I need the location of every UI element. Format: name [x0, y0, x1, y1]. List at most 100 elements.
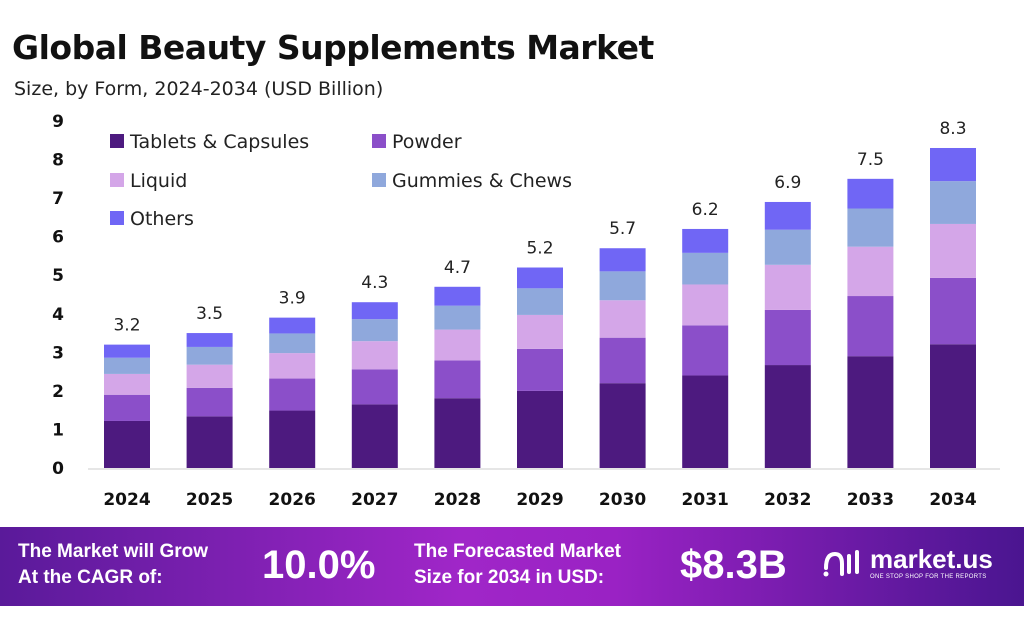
market-us-logo: market.us ONE STOP SHOP FOR THE REPORTS — [822, 545, 993, 581]
total-data-label: 6.9 — [774, 173, 801, 193]
summary-banner: The Market will Grow At the CAGR of: 10.… — [0, 527, 1024, 606]
bar-segment-tablets-capsules — [682, 375, 729, 468]
bar-segment-powder — [764, 309, 811, 366]
bar-segment-tablets-capsules — [847, 356, 894, 468]
cagr-label-line1: The Market will Grow — [18, 541, 209, 562]
x-tick-label: 2029 — [516, 490, 563, 510]
legend-label: Tablets & Capsules — [129, 131, 309, 153]
cagr-label: The Market will Grow At the CAGR of: — [18, 539, 208, 591]
y-tick-label: 3 — [52, 343, 64, 363]
bar-segment-others — [599, 248, 646, 272]
total-data-label: 4.7 — [444, 258, 471, 278]
bar-segment-gummies-chews — [269, 333, 316, 354]
y-tick-label: 2 — [52, 382, 64, 402]
logo-name: market.us — [870, 544, 993, 574]
bar-segment-gummies-chews — [599, 271, 646, 301]
legend-swatch — [372, 173, 386, 187]
logo-text: market.us ONE STOP SHOP FOR THE REPORTS — [870, 545, 993, 581]
legend-swatch — [372, 134, 386, 148]
x-tick-label: 2027 — [351, 490, 398, 510]
total-data-label: 4.3 — [361, 273, 388, 293]
total-data-label: 3.5 — [196, 304, 223, 324]
bar-segment-tablets-capsules — [930, 344, 976, 468]
y-tick-label: 0 — [52, 459, 64, 479]
bar-segment-powder — [517, 348, 563, 391]
chart-subtitle: Size, by Form, 2024-2034 (USD Billion) — [14, 78, 384, 100]
bar-segment-tablets-capsules — [351, 404, 398, 468]
bar-segment-gummies-chews — [434, 305, 481, 330]
bar-segment-powder — [186, 387, 233, 417]
total-data-label: 7.5 — [857, 150, 884, 170]
y-tick-label: 9 — [52, 112, 64, 132]
bar-segment-liquid — [104, 373, 150, 395]
x-tick-label: 2034 — [929, 490, 976, 510]
bar-segment-gummies-chews — [104, 357, 150, 374]
forecast-value: $8.3B — [680, 543, 787, 587]
bar-segment-tablets-capsules — [434, 398, 481, 468]
bar-segment-others — [351, 302, 398, 320]
x-tick-label: 2033 — [847, 490, 894, 510]
legend-swatch — [110, 134, 124, 148]
total-data-label: 3.9 — [279, 289, 306, 309]
bar-segment-liquid — [517, 314, 563, 349]
x-tick-label: 2025 — [186, 490, 233, 510]
legend-swatch — [110, 173, 124, 187]
bar-segment-others — [186, 333, 233, 347]
logo-mark-icon — [823, 550, 859, 577]
bar-segment-others — [930, 147, 976, 182]
x-tick-label: 2030 — [599, 490, 646, 510]
logo-tagline: ONE STOP SHOP FOR THE REPORTS — [870, 574, 987, 580]
cagr-value: 10.0% — [262, 543, 376, 587]
bar-segment-gummies-chews — [847, 208, 894, 247]
legend-label: Powder — [392, 131, 462, 153]
bar-segment-tablets-capsules — [269, 410, 316, 468]
bar-segment-powder — [682, 325, 729, 376]
forecast-label-line2: Size for 2034 in USD: — [414, 567, 605, 588]
y-tick-label: 7 — [52, 189, 64, 209]
bar-segment-others — [269, 317, 316, 334]
forecast-label: The Forecasted Market Size for 2034 in U… — [414, 539, 621, 591]
x-tick-label: 2024 — [103, 490, 150, 510]
cagr-label-line2: At the CAGR of: — [18, 567, 163, 588]
bar-segment-powder — [351, 369, 398, 405]
bar-segment-others — [104, 344, 150, 358]
bar-segment-gummies-chews — [186, 346, 233, 365]
total-data-label: 8.3 — [939, 119, 966, 139]
x-tick-label: 2032 — [764, 490, 811, 510]
bar-segment-powder — [104, 394, 150, 421]
bar-segment-liquid — [764, 264, 811, 310]
legend-label: Others — [130, 208, 194, 230]
x-tick-label: 2028 — [434, 490, 481, 510]
bar-segment-others — [682, 228, 729, 253]
bar-segment-liquid — [847, 246, 894, 297]
bar-segment-powder — [269, 378, 316, 411]
bar-segment-liquid — [186, 364, 233, 388]
x-tick-label: 2026 — [269, 490, 316, 510]
y-tick-label: 1 — [52, 420, 64, 440]
total-data-label: 5.2 — [526, 239, 553, 259]
forecast-label-line1: The Forecasted Market — [414, 541, 621, 562]
bar-segment-liquid — [682, 284, 729, 326]
bar-segment-liquid — [269, 353, 316, 379]
bar-segment-tablets-capsules — [764, 365, 811, 468]
bar-segment-powder — [847, 296, 894, 357]
bar-segment-gummies-chews — [682, 252, 729, 285]
legend-label: Liquid — [130, 170, 187, 192]
bar-segment-powder — [434, 360, 481, 399]
bar-segment-powder — [599, 337, 646, 384]
bar-segment-gummies-chews — [351, 319, 398, 342]
bar-segment-liquid — [599, 300, 646, 338]
legend-label: Gummies & Chews — [392, 170, 572, 192]
y-tick-label: 4 — [52, 305, 64, 325]
bar-segment-tablets-capsules — [599, 383, 646, 468]
chart-title: Global Beauty Supplements Market — [12, 28, 654, 67]
total-data-label: 3.2 — [113, 316, 140, 336]
bar-segment-tablets-capsules — [517, 390, 563, 468]
total-data-label: 6.2 — [692, 200, 719, 220]
stacked-bar-chart: 0 1 2 3 4 5 6 7 8 9 3.2 2024 3.5 2025 3.9 2026 4.3 2027 4.… — [52, 112, 1000, 510]
bar-segment-tablets-capsules — [104, 420, 150, 468]
y-tick-label: 6 — [52, 228, 64, 248]
bar-segment-gummies-chews — [517, 288, 563, 315]
bar-segment-gummies-chews — [930, 181, 976, 224]
bar-segment-others — [517, 267, 563, 289]
